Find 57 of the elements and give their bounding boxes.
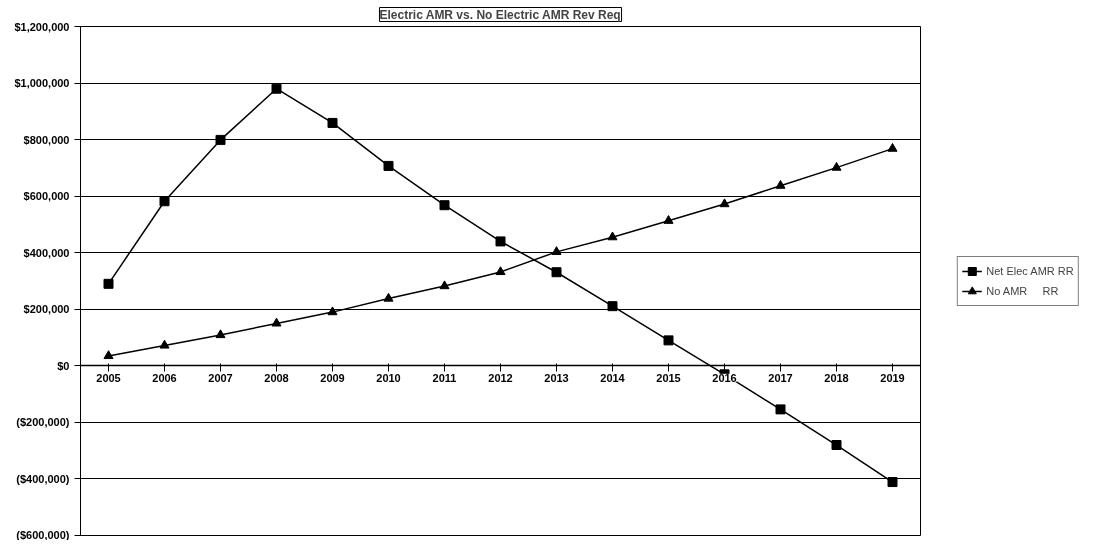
point — [831, 440, 842, 451]
y-tick-label: ($400,000) — [16, 472, 70, 485]
point — [159, 196, 170, 207]
x-tick-label: 2015 — [656, 371, 681, 384]
chart-title: Electric AMR vs. No Electric AMR Rev Req — [379, 7, 621, 22]
legend-label: Net Elec AMR RR — [986, 264, 1074, 277]
point — [887, 142, 898, 152]
y-tick-label: $1,200,000 — [14, 20, 70, 33]
x-tick-label: 2008 — [264, 371, 289, 384]
x-tick-label: 2005 — [96, 371, 121, 384]
point — [607, 231, 618, 241]
point — [215, 134, 226, 145]
point — [775, 404, 786, 415]
y-tick-label: $200,000 — [23, 303, 70, 316]
point — [607, 301, 618, 312]
y-tick-label: ($200,000) — [16, 416, 70, 429]
point — [663, 215, 674, 224]
point — [327, 117, 338, 128]
point — [719, 198, 730, 208]
y-tick-label: $0 — [57, 359, 70, 372]
point — [775, 180, 786, 189]
y-tick-label: $400,000 — [23, 246, 70, 259]
x-tick-label: 2019 — [880, 371, 905, 384]
y-tick-label: ($600,000) — [16, 528, 70, 541]
x-tick-label: 2011 — [432, 371, 457, 384]
point — [383, 292, 394, 302]
point — [551, 267, 562, 278]
legend-label: No AMR RR — [986, 284, 1059, 297]
x-tick-label: 2009 — [320, 371, 345, 384]
point — [439, 280, 450, 290]
point — [215, 329, 226, 339]
x-tick-label: 2016 — [712, 371, 737, 384]
x-tick-label: 2018 — [824, 371, 849, 384]
point — [327, 306, 338, 316]
x-tick-label: 2012 — [488, 371, 513, 384]
y-tick-label: $800,000 — [23, 133, 70, 146]
point — [831, 161, 842, 171]
point — [887, 477, 898, 488]
y-tick-label: $1,000,000 — [14, 77, 70, 90]
point — [271, 83, 282, 94]
point — [551, 246, 562, 255]
point — [103, 350, 114, 360]
x-tick-label: 2010 — [376, 371, 401, 384]
point — [495, 266, 506, 276]
point — [383, 160, 394, 171]
point — [271, 317, 282, 327]
y-tick-label: $600,000 — [23, 190, 70, 203]
x-tick-label: 2017 — [768, 371, 793, 384]
x-tick-label: 2006 — [152, 371, 177, 384]
point — [495, 236, 506, 247]
x-tick-label: 2007 — [208, 371, 233, 384]
x-tick-label: 2013 — [544, 371, 569, 384]
x-tick-label: 2014 — [600, 371, 626, 384]
point — [439, 200, 450, 211]
point — [103, 278, 114, 289]
point — [663, 335, 674, 346]
point — [159, 339, 170, 349]
